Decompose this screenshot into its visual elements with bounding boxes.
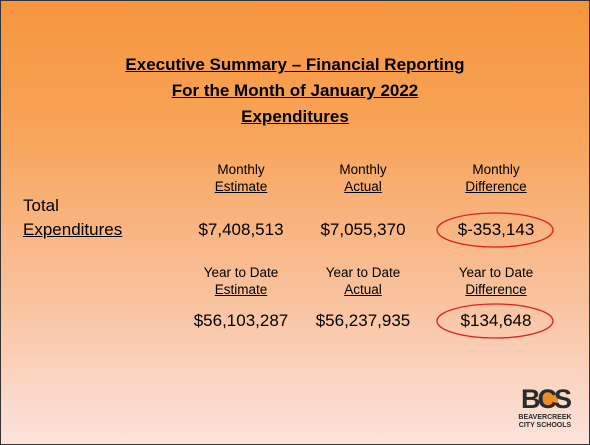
header-top: Monthly [217,162,265,177]
header-top: Monthly [339,162,387,177]
title-line: Executive Summary – Financial Reporting [125,55,465,74]
header-bottom: Estimate [214,179,268,194]
value: $7,408,513 [198,220,284,239]
header-top: Year to Date [458,265,534,280]
logo-mark: BCS [521,384,571,414]
logo-name: BEAVERCREEK [518,414,571,421]
header-top: Monthly [472,162,520,177]
value: $134,648 [460,311,532,330]
header-bottom: Difference [465,282,527,297]
value: $-353,143 [457,220,535,239]
header-bottom: Difference [465,179,527,194]
highlight-ellipse [436,212,554,248]
title-line: Expenditures [241,107,349,126]
highlight-ellipse [436,303,554,339]
title-line: For the Month of January 2022 [171,81,419,100]
header-top: Year to Date [325,265,401,280]
row-label: Total [23,196,59,215]
header-bottom: Actual [344,179,382,194]
logo-icon [540,390,558,408]
logo-name: CITY SCHOOLS [519,422,572,429]
value: $56,237,935 [315,311,411,330]
header-top: Year to Date [203,265,279,280]
value: $56,103,287 [193,311,289,330]
row-label: Expenditures [23,220,123,239]
header-bottom: Estimate [214,282,268,297]
header-bottom: Actual [344,282,382,297]
value: $7,055,370 [320,220,406,239]
